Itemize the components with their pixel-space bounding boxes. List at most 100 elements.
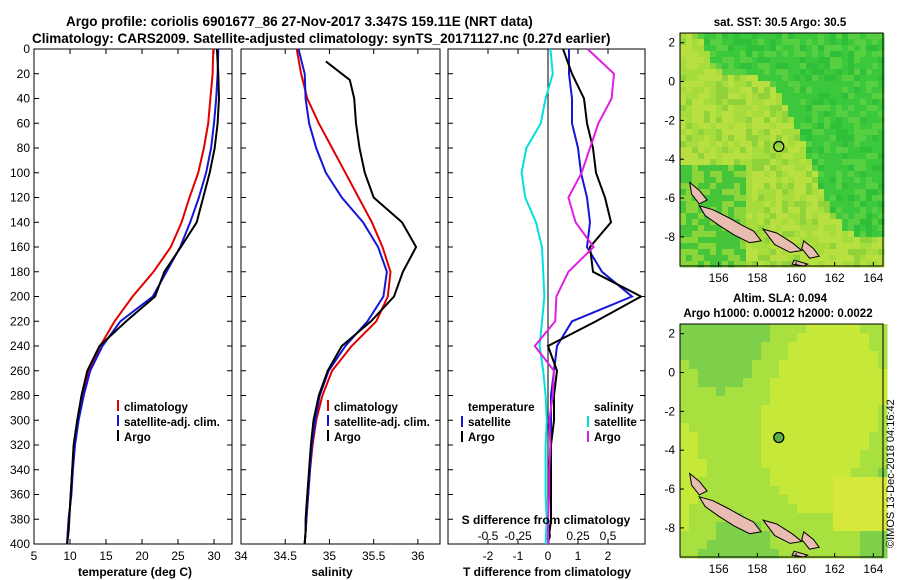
map-cell bbox=[851, 495, 861, 505]
map-cell bbox=[788, 360, 798, 370]
map-cell bbox=[764, 81, 771, 88]
map-cell bbox=[851, 423, 861, 433]
map-cell bbox=[743, 477, 753, 487]
map-cell bbox=[830, 231, 837, 238]
map-cell bbox=[740, 183, 747, 190]
map-cell bbox=[848, 57, 855, 64]
map-cell bbox=[869, 387, 879, 397]
map-cell bbox=[740, 201, 747, 208]
map-cell bbox=[704, 81, 711, 88]
map-cell bbox=[680, 57, 687, 64]
map-cell bbox=[860, 69, 867, 76]
map-cell bbox=[812, 93, 819, 100]
map-cell bbox=[851, 531, 861, 541]
map-cell bbox=[725, 549, 735, 559]
map-cell bbox=[815, 324, 825, 334]
map-cell bbox=[782, 219, 789, 226]
map-cell bbox=[722, 51, 729, 58]
map-cell bbox=[680, 51, 687, 58]
map-cell bbox=[872, 177, 879, 184]
map-cell bbox=[824, 414, 834, 424]
map-cell bbox=[866, 183, 873, 190]
map-cell bbox=[836, 39, 843, 46]
map-cell bbox=[854, 219, 861, 226]
map-cell bbox=[761, 405, 771, 415]
map-cell bbox=[770, 57, 777, 64]
map-cell bbox=[806, 486, 816, 496]
map-cell bbox=[869, 504, 879, 514]
map-cell bbox=[710, 255, 717, 262]
map-cell bbox=[689, 495, 699, 505]
map-cell bbox=[830, 171, 837, 178]
map-cell bbox=[752, 189, 759, 196]
map-cell bbox=[815, 351, 825, 361]
map-cell bbox=[698, 201, 705, 208]
map-cell bbox=[872, 51, 879, 58]
map-cell bbox=[812, 171, 819, 178]
map-cell bbox=[800, 69, 807, 76]
map-cell bbox=[848, 87, 855, 94]
map-cell bbox=[680, 171, 687, 178]
map-cell bbox=[842, 153, 849, 160]
map-cell bbox=[818, 207, 825, 214]
map-cell bbox=[812, 99, 819, 106]
map-cell bbox=[770, 414, 780, 424]
map-cell bbox=[716, 51, 723, 58]
map-cell bbox=[692, 123, 699, 130]
map-cell bbox=[725, 450, 735, 460]
map-cell bbox=[788, 99, 795, 106]
map-cell bbox=[680, 111, 687, 118]
map-cell bbox=[842, 141, 849, 148]
map-cell bbox=[824, 159, 831, 166]
map-cell bbox=[842, 396, 852, 406]
map-cell bbox=[704, 225, 711, 232]
map-cell bbox=[686, 153, 693, 160]
map-cell bbox=[815, 342, 825, 352]
map-cell bbox=[716, 495, 726, 505]
map-cell bbox=[779, 504, 789, 514]
map-cell bbox=[770, 171, 777, 178]
map-cell bbox=[710, 225, 717, 232]
map-cell bbox=[758, 225, 765, 232]
map-cell bbox=[776, 207, 783, 214]
map-cell bbox=[779, 378, 789, 388]
map-cell bbox=[698, 504, 708, 514]
map-cell bbox=[824, 477, 834, 487]
map-cell bbox=[860, 459, 870, 469]
map-cell bbox=[689, 540, 699, 550]
map-cell bbox=[788, 237, 795, 244]
map-cell bbox=[779, 522, 789, 532]
map-cell bbox=[698, 33, 705, 40]
map-cell bbox=[782, 75, 789, 82]
lat-tick-label: 0 bbox=[668, 366, 675, 380]
map-cell bbox=[707, 396, 717, 406]
map-cell bbox=[758, 249, 765, 256]
difference-top-axis-label: S difference from climatology bbox=[462, 513, 631, 527]
map-cell bbox=[818, 243, 825, 250]
map-cell bbox=[854, 153, 861, 160]
map-cell bbox=[698, 63, 705, 70]
map-cell bbox=[806, 201, 813, 208]
map-cell bbox=[686, 93, 693, 100]
map-cell bbox=[878, 51, 885, 58]
map-cell bbox=[842, 486, 852, 496]
map-cell bbox=[842, 477, 852, 487]
map-cell bbox=[692, 63, 699, 70]
map-cell bbox=[872, 255, 879, 262]
map-cell bbox=[734, 69, 741, 76]
map-cell bbox=[824, 69, 831, 76]
map-cell bbox=[788, 105, 795, 112]
map-cell bbox=[734, 549, 744, 559]
y-tick-label: 100 bbox=[10, 166, 30, 180]
map-cell bbox=[725, 531, 735, 541]
map-cell bbox=[854, 255, 861, 262]
map-cell bbox=[692, 171, 699, 178]
map-cell bbox=[812, 195, 819, 202]
map-cell bbox=[740, 237, 747, 244]
map-cell bbox=[686, 165, 693, 172]
map-cell bbox=[824, 87, 831, 94]
y-tick-label: 320 bbox=[10, 438, 30, 452]
map-cell bbox=[686, 171, 693, 178]
map-cell bbox=[806, 513, 816, 523]
map-cell bbox=[869, 450, 879, 460]
